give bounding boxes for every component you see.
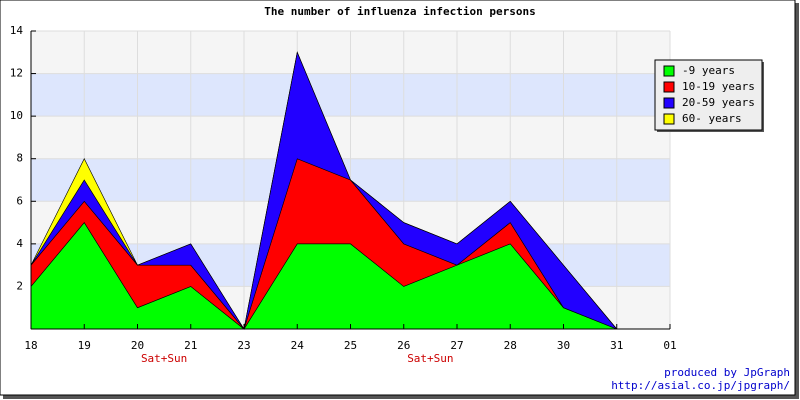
x-tick-label: 24 <box>291 339 305 352</box>
y-tick-label: 12 <box>10 67 23 80</box>
x-tick-label: 21 <box>184 339 197 352</box>
x-tick-label: 28 <box>504 339 517 352</box>
chart-title: The number of influenza infection person… <box>264 5 536 18</box>
x-tick-label: 31 <box>610 339 623 352</box>
x-tick-label: 20 <box>131 339 144 352</box>
legend-swatch <box>663 113 675 125</box>
legend-swatch <box>663 97 675 109</box>
y-tick-label: 6 <box>16 194 23 207</box>
legend-label: -9 years <box>682 64 735 77</box>
x-tick-label: 25 <box>344 339 357 352</box>
x-tick-label: 23 <box>237 339 250 352</box>
y-tick-label: 8 <box>16 152 23 165</box>
legend-swatch <box>663 81 675 93</box>
credit: http://asial.co.jp/jpgraph/ <box>611 379 790 392</box>
legend-label: 60- years <box>682 112 742 125</box>
y-tick-label: 10 <box>10 109 23 122</box>
x-tick-label: 27 <box>450 339 463 352</box>
x-sublabel: Sat+Sun <box>407 352 453 365</box>
x-tick-label: 30 <box>557 339 570 352</box>
y-tick-label: 4 <box>16 237 23 250</box>
y-tick-label: 2 <box>16 279 23 292</box>
legend-swatch <box>663 65 675 77</box>
credit: produced by JpGraph <box>664 366 790 379</box>
x-tick-label: 01 <box>663 339 676 352</box>
x-tick-label: 19 <box>78 339 91 352</box>
x-tick-label: 26 <box>397 339 410 352</box>
y-tick-label: 14 <box>10 24 24 37</box>
legend-label: 20-59 years <box>682 96 755 109</box>
x-tick-label: 18 <box>24 339 37 352</box>
x-sublabel: Sat+Sun <box>141 352 187 365</box>
legend-label: 10-19 years <box>682 80 755 93</box>
